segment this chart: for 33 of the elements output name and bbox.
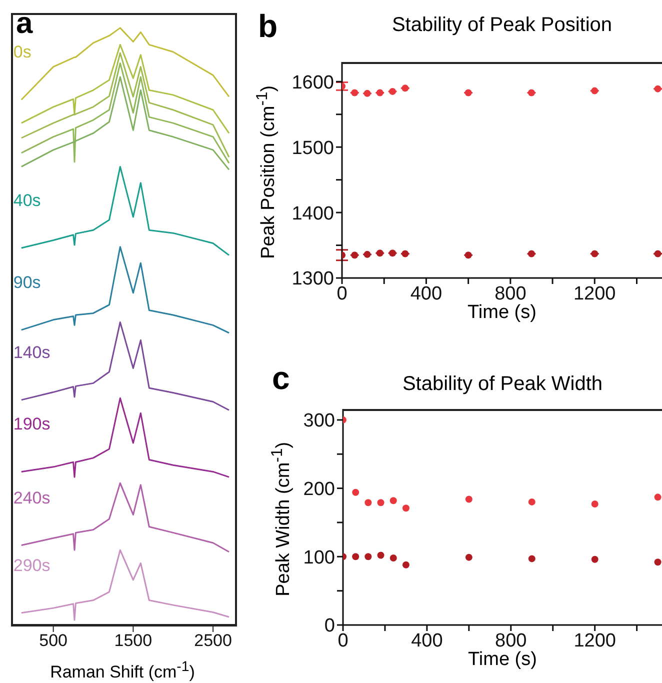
x-axis-title: Raman Shift (cm$^{-1}$)	[49, 659, 196, 683]
x-tick-label: 400	[411, 630, 443, 652]
y-tick-label: 1300	[292, 268, 334, 290]
series-label: 90s	[13, 272, 41, 292]
x-tick-label: 500	[39, 631, 68, 650]
y-tick-label: 200	[303, 479, 335, 500]
x-tick-label: 1200	[573, 283, 616, 304]
x-tick-label: 1200	[574, 630, 616, 652]
series-label: 140s	[13, 342, 50, 362]
y-tick-label: 0	[324, 616, 335, 637]
chart-title: Stability of Peak Width	[401, 373, 604, 396]
y-tick-label: 1600	[292, 72, 334, 94]
text: b	[258, 8, 278, 45]
series-label: 240s	[13, 488, 50, 508]
x-tick-label: 2500	[194, 631, 232, 650]
series-label: 0s	[13, 42, 32, 62]
x-tick-label: 800	[494, 283, 526, 304]
text: c	[272, 360, 290, 397]
x-axis-title: Time (s)	[468, 649, 537, 670]
y-tick-label: 300	[303, 410, 335, 432]
chart-title: Stability of Peak Position	[390, 14, 614, 37]
y-tick-label: 1400	[292, 203, 334, 224]
x-axis-title: Time (s)	[468, 302, 536, 323]
series-label: 190s	[13, 414, 50, 434]
x-tick-label: 800	[495, 630, 527, 652]
series-label: 40s	[13, 191, 41, 210]
x-tick-label: 1500	[114, 631, 152, 650]
x-tick-label: 0	[338, 630, 348, 652]
y-tick-label: 1500	[292, 138, 334, 159]
x-tick-label: 400	[410, 283, 442, 304]
annotation: a	[16, 7, 33, 40]
series-label: 290s	[13, 556, 50, 575]
y-tick-label: 100	[303, 547, 335, 568]
